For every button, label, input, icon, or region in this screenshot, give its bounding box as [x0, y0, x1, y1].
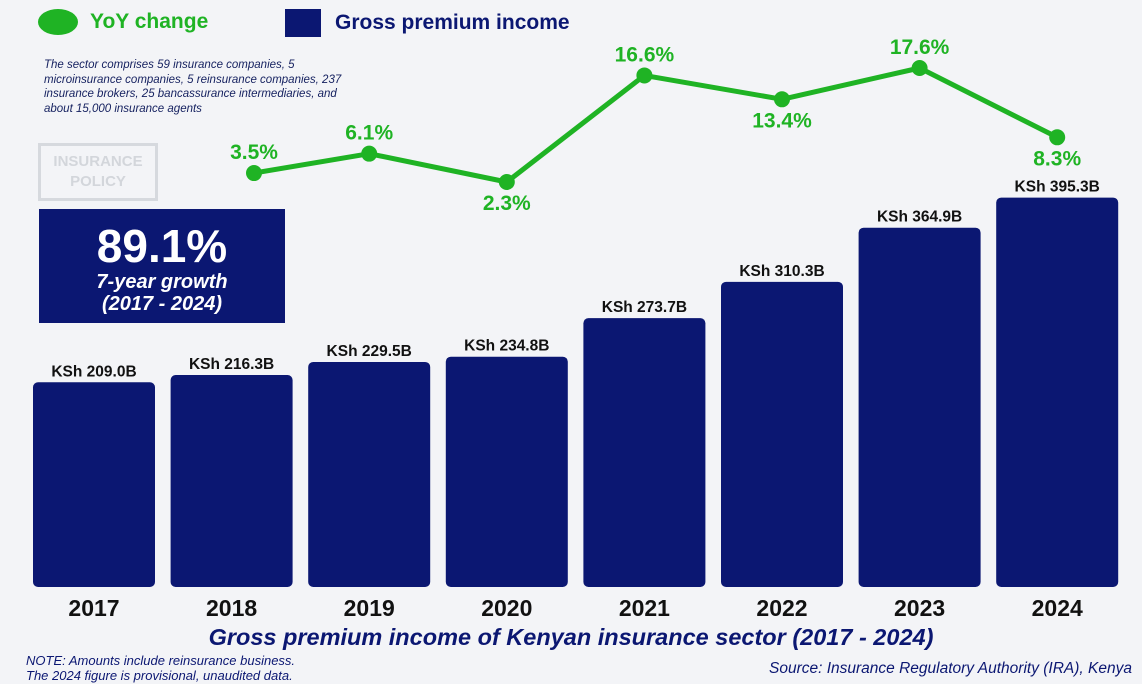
bar-value-label: KSh 229.5B	[327, 343, 412, 360]
x-tick-label: 2020	[481, 595, 532, 621]
yoy-value-label: 3.5%	[230, 141, 278, 164]
yoy-value-label: 2.3%	[483, 192, 531, 215]
x-tick-label: 2019	[344, 595, 395, 621]
yoy-point	[911, 60, 928, 76]
bar	[583, 318, 706, 587]
growth-highlight-box: 89.1% 7-year growth (2017 - 2024)	[39, 209, 285, 323]
growth-value: 89.1%	[96, 220, 228, 272]
x-tick-label: 2018	[206, 595, 257, 621]
source-credit: Source: Insurance Regulatory Authority (…	[769, 660, 1132, 677]
yoy-point	[774, 91, 790, 108]
bar-value-label: KSh 234.8B	[464, 338, 549, 355]
bar	[996, 197, 1119, 588]
x-tick-label: 2021	[619, 595, 670, 621]
yoy-value-label: 6.1%	[345, 122, 393, 145]
footnote: NOTE: Amounts include reinsurance busine…	[26, 653, 295, 683]
yoy-point	[498, 174, 515, 190]
bar	[721, 281, 843, 587]
yoy-value-label: 16.6%	[615, 43, 675, 66]
x-tick-label: 2022	[756, 595, 807, 621]
bar-value-label: KSh 209.0B	[51, 363, 136, 380]
legend-yoy-label: YoY change	[90, 10, 209, 33]
bar-value-label: KSh 273.7B	[602, 299, 687, 316]
yoy-value-label: 8.3%	[1033, 147, 1081, 170]
bar-value-label: KSh 364.9B	[877, 209, 962, 226]
yoy-value-label: 17.6%	[890, 36, 950, 59]
chart-title: Gross premium income of Kenyan insurance…	[208, 624, 934, 650]
legend-gpi-marker	[285, 9, 321, 37]
growth-label: 7-year growth	[96, 271, 228, 293]
growth-period: (2017 - 2024)	[101, 293, 223, 315]
yoy-point	[636, 67, 653, 84]
legend-yoy-marker	[38, 9, 78, 35]
bar-value-label: KSh 395.3B	[1015, 179, 1100, 196]
yoy-point	[1049, 129, 1066, 146]
bar	[170, 375, 293, 587]
x-tick-label: 2017	[68, 595, 119, 621]
bar	[308, 361, 431, 587]
x-tick-label: 2023	[894, 595, 945, 621]
insurance-policy-stamp: INSURANCE POLICY	[38, 143, 158, 201]
footnote-line: NOTE: Amounts include reinsurance busine…	[26, 653, 296, 668]
footnote-line: The 2024 figure is provisional, unaudite…	[26, 668, 293, 683]
yoy-point	[246, 165, 262, 182]
bar-value-label: KSh 216.3B	[189, 356, 274, 373]
legend-yoy: YoY change	[38, 9, 208, 35]
bar	[33, 382, 155, 587]
yoy-point	[361, 145, 378, 162]
yoy-value-label: 13.4%	[752, 109, 812, 132]
bar	[445, 356, 568, 587]
legend-gpi: Gross premium income	[285, 9, 570, 37]
x-tick-label: 2024	[1032, 595, 1083, 621]
bar	[858, 227, 981, 587]
sector-note: The sector comprises 59 insurance compan…	[44, 59, 342, 115]
bar-value-label: KSh 310.3B	[739, 263, 824, 280]
legend-gpi-label: Gross premium income	[335, 11, 570, 34]
